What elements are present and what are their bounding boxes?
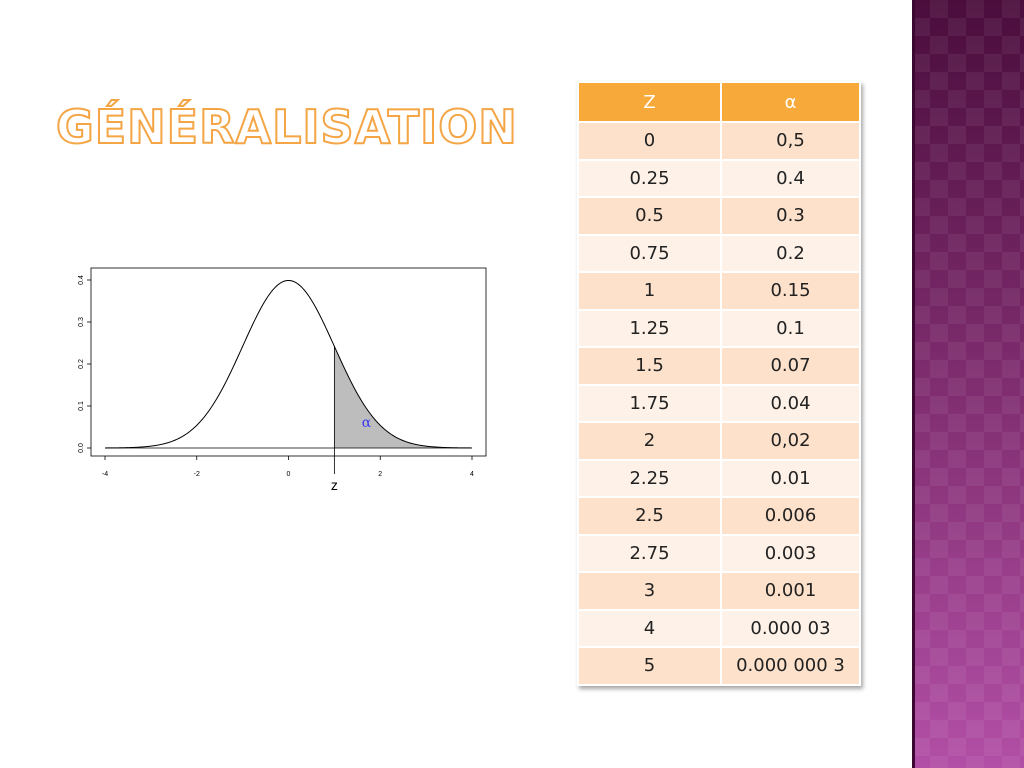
x-tick-label: -4 [102, 471, 108, 478]
diamond-pattern [912, 0, 1024, 768]
decorative-side-panel [912, 0, 1024, 768]
cell-z: 0 [577, 121, 722, 161]
cell-alpha: 0.15 [720, 271, 861, 311]
cell-z: 1.5 [577, 346, 722, 386]
cell-alpha: 0.003 [720, 533, 861, 573]
table-row: 1.25 0.1 [577, 308, 861, 348]
header-alpha: α [720, 81, 861, 123]
table-row: 2.75 0.003 [577, 533, 861, 573]
table-row: 1.5 0.07 [577, 346, 861, 386]
normal-distribution-chart: -4 -2 0 2 4 0.0 0.1 0.2 0.3 0.4 z α [66, 262, 496, 502]
cell-z: 1.25 [577, 308, 722, 348]
table-row: 1.75 0.04 [577, 383, 861, 423]
cell-alpha: 0.000 03 [720, 608, 861, 648]
table-row: 0 0,5 [577, 121, 861, 161]
cell-alpha: 0.4 [720, 158, 861, 198]
cell-alpha: 0,02 [720, 421, 861, 461]
table-row: 3 0.001 [577, 571, 861, 611]
table-row: 1 0.15 [577, 271, 861, 311]
cell-z: 3 [577, 571, 722, 611]
z-label: z [331, 477, 338, 493]
table-row: 2 0,02 [577, 421, 861, 461]
panel-edge [912, 0, 915, 768]
table-row: 0.25 0.4 [577, 158, 861, 198]
cell-alpha: 0.001 [720, 571, 861, 611]
cell-alpha: 0.2 [720, 233, 861, 273]
plot-frame [90, 267, 487, 457]
cell-z: 2.5 [577, 496, 722, 536]
cell-z: 4 [577, 608, 722, 648]
y-tick-label: 0.4 [78, 275, 85, 285]
table-header-row: Z α [577, 81, 861, 123]
cell-alpha: 0.07 [720, 346, 861, 386]
y-tick-label: 0.0 [78, 443, 85, 453]
alpha-shaded-area [334, 346, 472, 448]
x-tick-label: -2 [194, 471, 200, 478]
y-tick-label: 0.2 [78, 359, 85, 369]
table-row: 0.5 0.3 [577, 196, 861, 236]
cell-alpha: 0,5 [720, 121, 861, 161]
table-row: 2.5 0.006 [577, 496, 861, 536]
cell-z: 2 [577, 421, 722, 461]
header-z: Z [577, 81, 722, 123]
cell-alpha: 0.3 [720, 196, 861, 236]
density-curve [105, 279, 472, 449]
y-tick-label: 0.3 [78, 317, 85, 327]
slide-title: GÉNÉRALISATION [55, 99, 518, 155]
chart-svg: -4 -2 0 2 4 0.0 0.1 0.2 0.3 0.4 z α [78, 267, 487, 493]
table-body: 0 0,5 0.25 0.4 0.5 0.3 0.75 0.2 1 0.15 1.25 0.1 1.5 0… [577, 121, 861, 686]
y-tick-label: 0.1 [78, 401, 85, 411]
cell-alpha: 0.01 [720, 458, 861, 498]
cell-z: 1.75 [577, 383, 722, 423]
cell-alpha: 0.006 [720, 496, 861, 536]
cell-z: 0.5 [577, 196, 722, 236]
table-row: 0.75 0.2 [577, 233, 861, 273]
cell-z: 2.75 [577, 533, 722, 573]
cell-z: 1 [577, 271, 722, 311]
table-row: 2.25 0.01 [577, 458, 861, 498]
cell-alpha: 0.1 [720, 308, 861, 348]
cell-alpha: 0.04 [720, 383, 861, 423]
x-tick-label: 0 [287, 471, 291, 478]
table-row: 4 0.000 03 [577, 608, 861, 648]
alpha-area-label: α [362, 415, 372, 431]
table-row: 5 0.000 000 3 [577, 646, 861, 686]
cell-alpha: 0.000 000 3 [720, 646, 861, 686]
x-tick-label: 2 [378, 471, 382, 478]
z-alpha-table: Z α 0 0,5 0.25 0.4 0.5 0.3 0.75 0.2 1 0.15 1.25 0.1… [577, 81, 861, 686]
cell-z: 5 [577, 646, 722, 686]
x-tick-label: 4 [470, 471, 474, 478]
cell-z: 2.25 [577, 458, 722, 498]
cell-z: 0.75 [577, 233, 722, 273]
cell-z: 0.25 [577, 158, 722, 198]
